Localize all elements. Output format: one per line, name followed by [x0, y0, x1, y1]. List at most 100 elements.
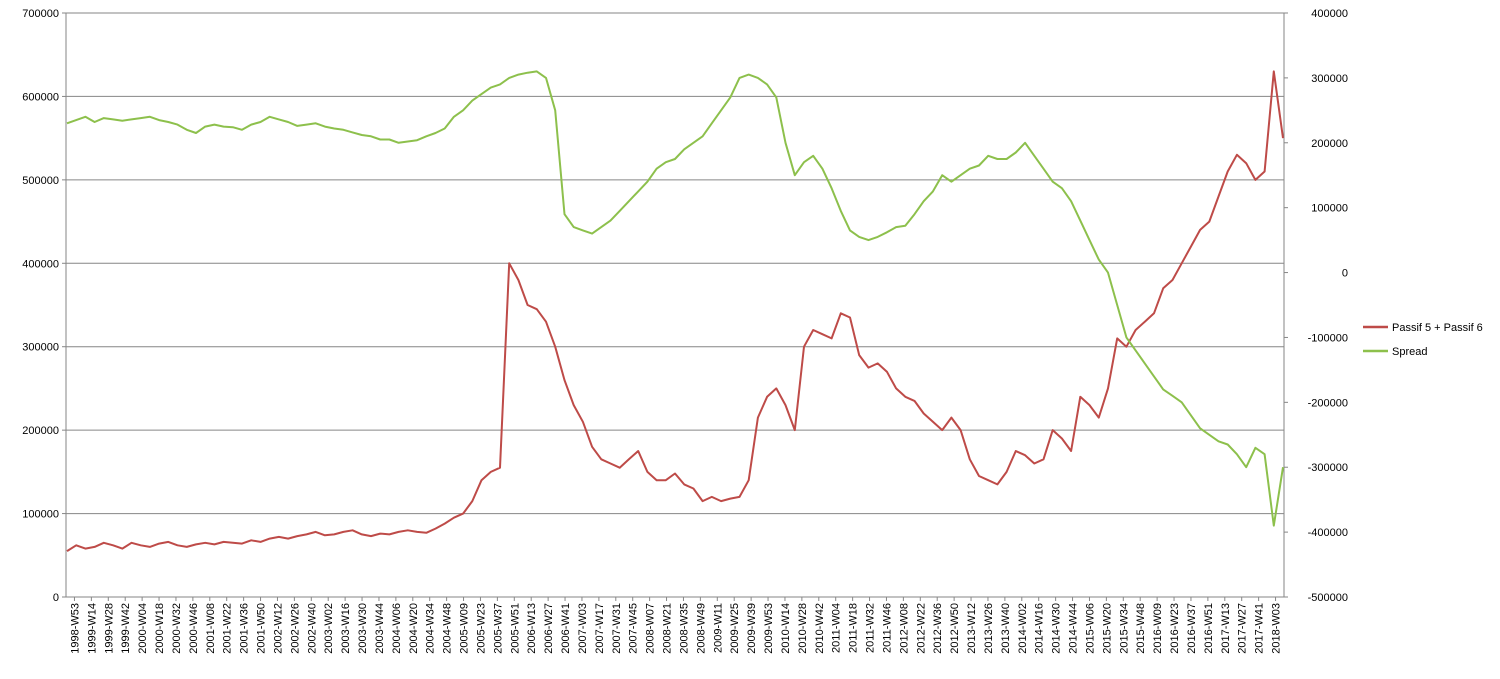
x-tick-label: 2007-W03: [577, 603, 589, 654]
x-tick-label: 2010-W28: [797, 603, 809, 654]
x-tick-label: 2012-W36: [932, 603, 944, 654]
legend-item-2: Spread: [1363, 346, 1427, 358]
x-tick-label: 2006-W41: [560, 603, 572, 654]
x-tick-label: 2004-W48: [442, 603, 454, 654]
x-tick-label: 2007-W31: [611, 603, 623, 654]
x-tick-label: 2001-W36: [239, 603, 251, 654]
x-tick-label: 2003-W44: [374, 603, 386, 654]
x-tick-label: 2014-W16: [1034, 603, 1046, 654]
x-tick-label: 2016-W51: [1203, 603, 1215, 654]
x-tick-label: 2016-W09: [1152, 603, 1164, 654]
x-tick-label: 2012-W50: [949, 603, 961, 654]
y-left-tick-label: 500000: [22, 175, 59, 187]
x-tick-label: 2017-W27: [1237, 603, 1249, 654]
series-layer: [66, 70, 1284, 552]
y-left-tick-label: 200000: [22, 425, 59, 437]
y-axis-right: -500000 -400000 -300000 -200000 -100000 0 1000…: [1284, 8, 1348, 604]
x-tick-label: 2008-W49: [695, 603, 707, 654]
x-tick-label: 2016-W23: [1169, 603, 1181, 654]
x-tick-label: 2000-W32: [171, 603, 183, 654]
series-line-1: [66, 70, 1284, 552]
y-right-tick-label: -500000: [1308, 592, 1348, 604]
x-tick-label: 2011-W46: [881, 603, 893, 653]
x-tick-label: 1998-W53: [69, 603, 81, 654]
y-right-tick-label: -400000: [1308, 527, 1348, 539]
x-tick-label: 1999-W14: [86, 603, 98, 654]
gridlines: [66, 12, 1284, 598]
plot-frame: [65, 13, 1285, 598]
x-tick-label: 2017-W41: [1254, 603, 1266, 654]
x-tick-label: 1999-W28: [103, 603, 115, 654]
x-tick-label: 2015-W34: [1118, 603, 1130, 654]
y-right-tick-label: 300000: [1311, 73, 1348, 85]
x-tick-label: 2013-W40: [1000, 603, 1012, 654]
x-tick-label: 2009-W25: [729, 603, 741, 654]
x-tick-label: 2000-W46: [188, 603, 200, 654]
x-tick-label: 2014-W02: [1017, 603, 1029, 654]
y-right-tick-label: -100000: [1308, 332, 1348, 344]
x-tick-label: 2008-W07: [645, 603, 657, 654]
x-tick-label: 2008-W35: [678, 603, 690, 654]
x-tick-label: 2009-W53: [763, 603, 775, 654]
x-tick-label: 2003-W30: [357, 603, 369, 654]
y-left-tick-label: 600000: [22, 91, 59, 103]
y-left-tick-label: 300000: [22, 342, 59, 354]
x-tick-label: 2000-W04: [137, 603, 149, 654]
x-tick-label: 2004-W06: [391, 603, 403, 654]
x-tick-label: 2011-W18: [848, 603, 860, 653]
x-tick-label: 2005-W23: [475, 603, 487, 654]
x-tick-label: 2008-W21: [662, 603, 674, 654]
x-tick-label: 2015-W06: [1084, 603, 1096, 654]
y-right-tick-label: 0: [1342, 268, 1348, 280]
x-tick-label: 2012-W22: [915, 603, 927, 654]
x-tick-label: 2014-W44: [1068, 603, 1080, 654]
y-right-tick-label: -300000: [1308, 462, 1348, 474]
x-tick-label: 2013-W12: [966, 603, 978, 654]
x-tick-label: 2001-W08: [205, 603, 217, 654]
x-tick-label: 1999-W42: [120, 603, 132, 654]
x-tick-label: 2010-W14: [780, 603, 792, 654]
y-left-tick-label: 400000: [22, 258, 59, 270]
y-axis-left: 0 100000 200000 300000 400000 500000 600000 700…: [22, 8, 66, 604]
x-tick-label: 2005-W37: [492, 603, 504, 654]
x-tick-label: 2017-W13: [1220, 603, 1232, 654]
x-tick-label: 2016-W37: [1186, 603, 1198, 654]
x-tick-label: 2001-W50: [256, 603, 268, 654]
x-tick-label: 2001-W22: [222, 603, 234, 654]
x-tick-label: 2002-W40: [306, 603, 318, 654]
x-tick-label: 2002-W26: [289, 603, 301, 654]
x-tick-label: 2012-W08: [898, 603, 910, 654]
x-tick-label: 2006-W27: [543, 603, 555, 654]
y-right-tick-label: 200000: [1311, 138, 1348, 150]
x-tick-label: 2010-W42: [814, 603, 826, 654]
x-tick-label: 2004-W34: [425, 603, 437, 654]
x-tick-label: 2005-W51: [509, 603, 521, 654]
y-left-tick-label: 0: [53, 592, 59, 604]
y-right-tick-label: 400000: [1311, 8, 1348, 20]
x-tick-label: 2007-W17: [594, 603, 606, 654]
x-tick-label: 2005-W09: [459, 603, 471, 654]
y-right-tick-label: -200000: [1308, 397, 1348, 409]
legend: Passif 5 + Passif 6 Spread: [1363, 322, 1483, 358]
x-tick-label: 2018-W03: [1271, 603, 1283, 654]
x-tick-label: 2007-W45: [628, 603, 640, 654]
x-tick-label: 2013-W26: [983, 603, 995, 654]
x-tick-label: 2011-W04: [831, 603, 843, 653]
series-line-2: [66, 70, 1284, 527]
y-left-tick-label: 100000: [22, 509, 59, 521]
x-tick-label: 2015-W48: [1135, 603, 1147, 654]
y-right-tick-label: 100000: [1311, 203, 1348, 215]
x-tick-label: 2009-W39: [746, 603, 758, 654]
x-tick-label: 2015-W20: [1101, 603, 1113, 654]
x-tick-label: 2014-W30: [1051, 603, 1063, 654]
y-left-tick-label: 700000: [22, 8, 59, 20]
x-tick-label: 2003-W16: [340, 603, 352, 654]
x-tick-label: 2004-W20: [408, 603, 420, 654]
x-tick-label: 2006-W13: [526, 603, 538, 654]
x-tick-label: 2011-W32: [865, 603, 877, 653]
legend-label-2: Spread: [1392, 346, 1427, 358]
x-tick-label: 2003-W02: [323, 603, 335, 654]
legend-item-1: Passif 5 + Passif 6: [1363, 322, 1483, 334]
x-axis: 1998-W53 1999-W14 1999-W28 1999-W42 2000-W04…: [69, 597, 1283, 654]
